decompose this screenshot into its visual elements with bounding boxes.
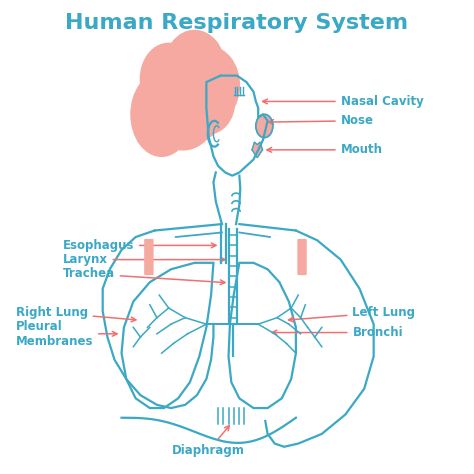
Text: Bronchi: Bronchi — [272, 326, 403, 339]
FancyBboxPatch shape — [297, 239, 307, 275]
Ellipse shape — [164, 30, 225, 108]
Ellipse shape — [147, 43, 218, 134]
Ellipse shape — [145, 63, 197, 127]
Text: Nose: Nose — [269, 114, 374, 128]
Text: Esophagus: Esophagus — [63, 239, 216, 252]
Ellipse shape — [147, 66, 218, 150]
Text: Left Lung: Left Lung — [289, 306, 415, 322]
Text: Trachea: Trachea — [63, 267, 225, 284]
Ellipse shape — [183, 69, 235, 134]
FancyBboxPatch shape — [144, 239, 154, 275]
Text: Right Lung: Right Lung — [16, 306, 136, 322]
Text: Human Respiratory System: Human Respiratory System — [65, 13, 409, 33]
Ellipse shape — [166, 63, 228, 140]
Ellipse shape — [178, 46, 239, 124]
Text: Nasal Cavity: Nasal Cavity — [263, 95, 423, 108]
Circle shape — [256, 114, 273, 137]
Polygon shape — [252, 150, 263, 157]
Ellipse shape — [140, 43, 197, 114]
Ellipse shape — [131, 73, 192, 156]
Text: Pleural
Membranes: Pleural Membranes — [16, 320, 117, 348]
Text: Larynx: Larynx — [63, 253, 225, 266]
Polygon shape — [252, 142, 263, 150]
Text: Diaphragm: Diaphragm — [172, 426, 245, 456]
Text: Mouth: Mouth — [267, 143, 383, 156]
